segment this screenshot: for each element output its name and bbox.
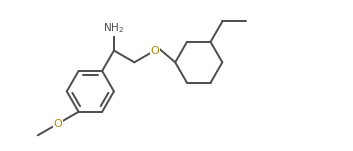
Text: NH$_2$: NH$_2$: [103, 22, 125, 35]
Text: O: O: [54, 119, 62, 129]
Text: O: O: [150, 46, 159, 56]
